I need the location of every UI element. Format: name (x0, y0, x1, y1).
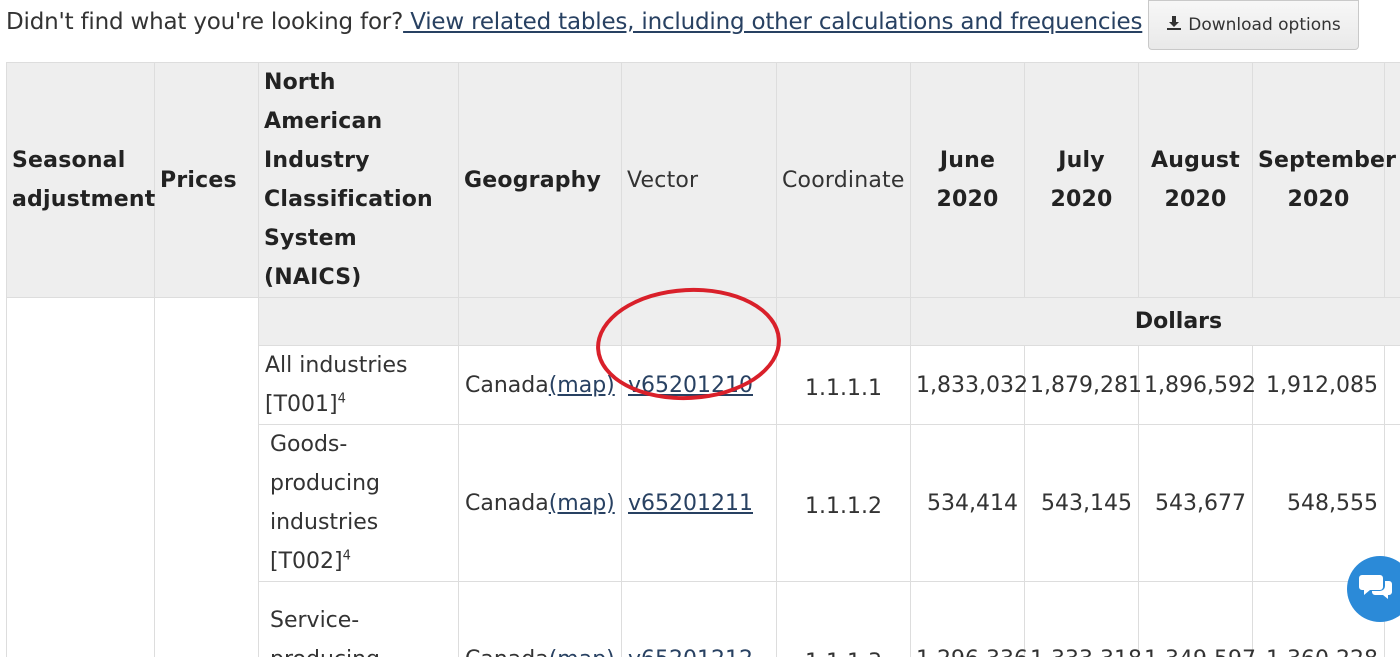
prompt-text: Didn't find what you're looking for? (6, 9, 404, 35)
vector-cell: v65201210 (621, 345, 777, 425)
header-month[interactable]: September 2020 (1252, 62, 1396, 298)
header-month[interactable]: August 2020 (1138, 62, 1253, 298)
header-vector: Vector (621, 62, 777, 298)
coordinate-cell: 1.1.1.3 (776, 581, 911, 657)
unit-spacer (776, 297, 911, 346)
value-cell: 543,677 (1138, 424, 1253, 582)
unit-spacer (258, 297, 459, 346)
value-cell: 1,896,592 (1138, 345, 1256, 425)
header-geography[interactable]: Geography (458, 62, 622, 298)
header-overflow (1384, 62, 1400, 298)
download-options-label: Download options (1188, 15, 1341, 35)
seasonal-cell (6, 297, 155, 657)
map-link[interactable]: (map) (548, 490, 615, 516)
vector-link[interactable]: v65201212 (628, 647, 753, 657)
not-found-prompt: Didn't find what you're looking for? Vie… (6, 9, 1142, 35)
header-row: Seasonal adjustment Prices North America… (6, 62, 1400, 298)
prices-cell (154, 297, 259, 657)
vector-link[interactable]: v65201210 (628, 372, 753, 398)
value-cell: 1,879,281 (1024, 345, 1142, 425)
industry-label: Goods-producing industries [T002] (270, 432, 381, 574)
header-month[interactable]: June 2020 (910, 62, 1025, 298)
vector-cell: v65201211 (621, 424, 777, 582)
header-seasonal-adjustment[interactable]: Seasonal adjustment (6, 62, 155, 298)
table-row: Service-producing industries Canada(map)… (7, 581, 1400, 657)
geography-label: Canada (465, 372, 549, 398)
geography-cell: Canada(map) (458, 345, 622, 425)
chat-button[interactable] (1347, 556, 1400, 622)
map-link[interactable]: (map) (548, 372, 615, 398)
geography-label: Canada (465, 490, 549, 516)
footnote-link[interactable]: 4 (337, 391, 346, 407)
geography-cell: Canada(map) (458, 424, 622, 582)
value-cell: 1,333,318 (1024, 581, 1142, 657)
unit-spacer (458, 297, 622, 346)
industry-cell: All industries [T001]4 (258, 345, 459, 425)
related-tables-link[interactable]: View related tables, including other cal… (403, 9, 1143, 35)
overflow-cell (1384, 345, 1400, 425)
chat-icon (1359, 572, 1393, 606)
coordinate-cell: 1.1.1.1 (776, 345, 911, 425)
unit-spacer (621, 297, 777, 346)
value-cell: 1,296,336 (910, 581, 1028, 657)
industry-cell: Goods-producing industries [T002]4 (258, 424, 459, 582)
industry-label: Service-producing industries (270, 608, 380, 657)
vector-cell: v65201212 (621, 581, 777, 657)
value-cell: 543,145 (1024, 424, 1139, 582)
vector-link[interactable]: v65201211 (628, 490, 753, 516)
download-options-button[interactable]: Download options (1148, 0, 1359, 50)
geography-label: Canada (465, 647, 549, 657)
value-cell: 1,349,597 (1138, 581, 1256, 657)
value-cell: 548,555 (1252, 424, 1385, 582)
unit-label: Dollars (910, 297, 1400, 346)
value-cell: 534,414 (910, 424, 1025, 582)
data-table: Seasonal adjustment Prices North America… (6, 62, 1400, 657)
geography-cell: Canada(map) (458, 581, 622, 657)
industry-label: All industries [T001] (265, 353, 408, 417)
unit-row: Dollars (6, 297, 1400, 657)
data-table-container: Seasonal adjustment Prices North America… (0, 62, 1400, 657)
value-cell: 1,833,032 (910, 345, 1028, 425)
download-icon (1166, 15, 1182, 36)
industry-cell: Service-producing industries (258, 581, 459, 657)
table-row: Goods-producing industries [T002]4 Canad… (7, 424, 1400, 582)
value-cell: 1,912,085 (1252, 345, 1385, 425)
header-prices[interactable]: Prices (154, 62, 259, 298)
related-tables-bar: Didn't find what you're looking for? Vie… (0, 0, 1400, 62)
footnote-link[interactable]: 4 (342, 548, 351, 564)
map-link[interactable]: (map) (549, 647, 615, 657)
coordinate-cell: 1.1.1.2 (776, 424, 911, 582)
header-naics[interactable]: North American Industry Classification S… (258, 62, 459, 298)
header-month[interactable]: July 2020 (1024, 62, 1139, 298)
table-row: All industries [T001]4 Canada(map) v6520… (7, 345, 1400, 425)
header-coordinate: Coordinate (776, 62, 911, 298)
